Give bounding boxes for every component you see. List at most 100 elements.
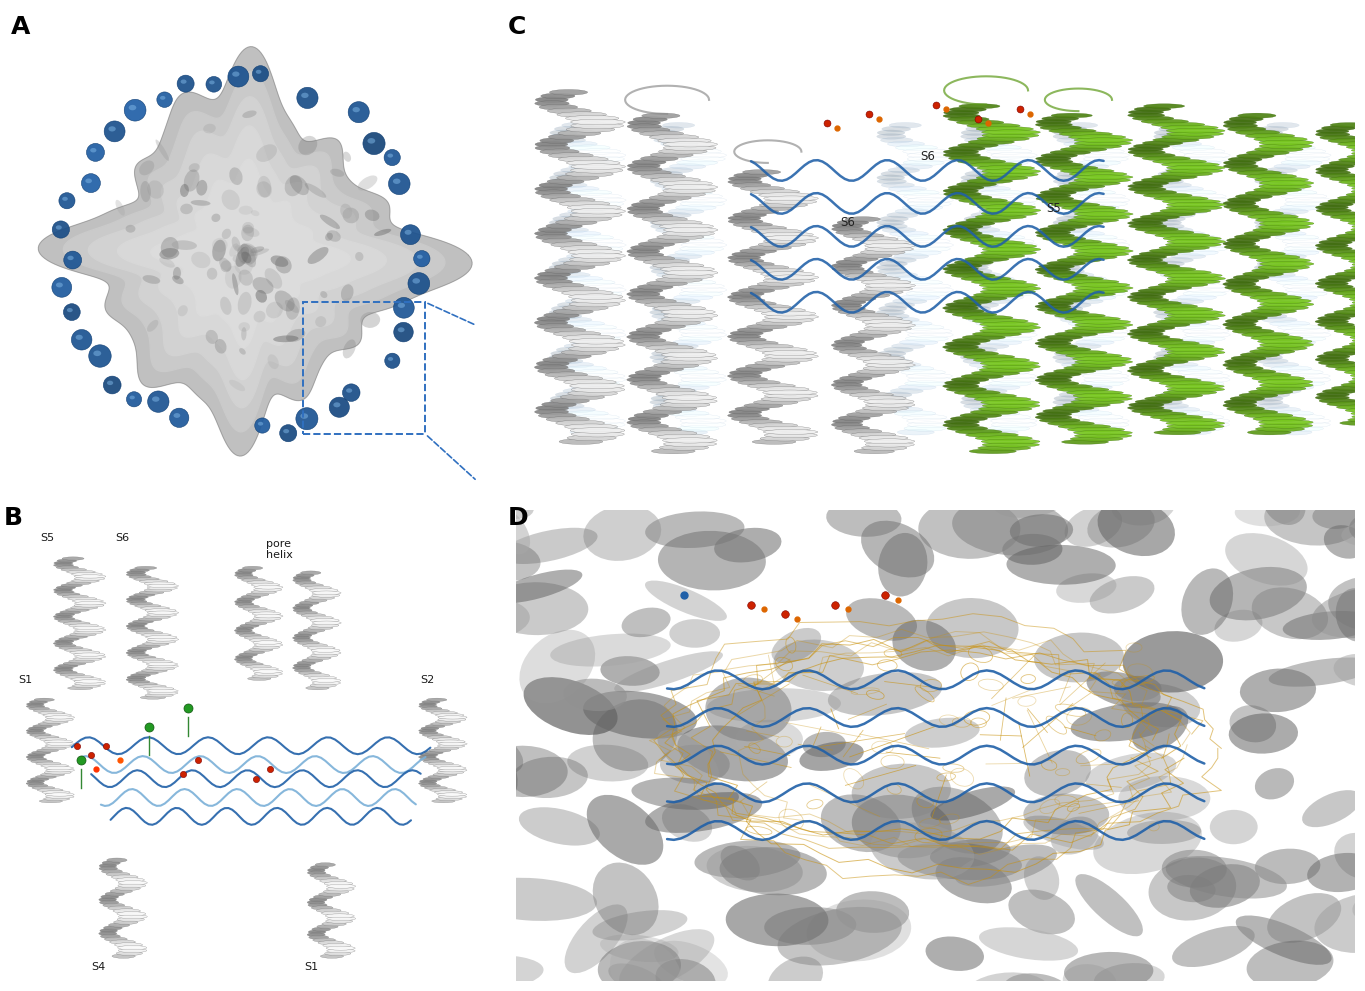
Ellipse shape [592,910,688,940]
Ellipse shape [1185,422,1230,427]
Ellipse shape [400,225,420,245]
Ellipse shape [949,156,991,161]
Ellipse shape [71,678,101,681]
Ellipse shape [296,611,318,614]
Ellipse shape [1164,167,1197,173]
Ellipse shape [1256,351,1283,357]
Ellipse shape [1054,130,1081,136]
Ellipse shape [545,268,580,274]
Ellipse shape [1127,184,1163,188]
Ellipse shape [1245,190,1287,195]
Ellipse shape [1138,338,1183,343]
Ellipse shape [965,182,998,188]
Ellipse shape [1179,149,1224,155]
Ellipse shape [136,644,160,648]
Ellipse shape [324,943,351,947]
Ellipse shape [575,205,616,210]
Ellipse shape [650,153,693,158]
Ellipse shape [943,153,980,158]
Ellipse shape [1350,335,1365,340]
Ellipse shape [55,644,76,647]
Ellipse shape [1153,196,1208,201]
Ellipse shape [104,121,126,142]
Ellipse shape [658,138,711,144]
Ellipse shape [839,376,872,381]
Ellipse shape [1132,218,1167,222]
Ellipse shape [1256,224,1284,229]
Ellipse shape [1144,104,1185,108]
Ellipse shape [946,264,981,269]
Ellipse shape [524,677,617,735]
Ellipse shape [658,302,688,308]
Ellipse shape [1185,332,1230,338]
Ellipse shape [102,861,120,865]
Ellipse shape [842,429,882,434]
Ellipse shape [419,731,438,734]
Ellipse shape [983,247,1041,252]
Ellipse shape [1314,358,1349,362]
Ellipse shape [966,392,996,397]
Ellipse shape [1054,174,1081,180]
Ellipse shape [1163,199,1220,204]
Ellipse shape [101,895,119,899]
Ellipse shape [1330,123,1365,127]
Ellipse shape [960,413,1002,418]
Ellipse shape [991,287,1037,292]
Ellipse shape [1345,370,1365,375]
Ellipse shape [104,377,121,393]
Ellipse shape [45,744,72,747]
Ellipse shape [955,221,995,226]
Ellipse shape [1320,164,1354,168]
Ellipse shape [730,337,766,342]
Ellipse shape [433,764,461,767]
Ellipse shape [1265,167,1297,173]
Text: S1: S1 [19,675,33,685]
Ellipse shape [1073,252,1129,257]
Ellipse shape [900,279,942,285]
Ellipse shape [1155,224,1185,229]
Ellipse shape [553,138,586,143]
Ellipse shape [1263,302,1293,308]
Ellipse shape [1278,340,1316,345]
Ellipse shape [880,171,909,176]
Ellipse shape [1130,297,1168,302]
Ellipse shape [885,317,919,323]
Ellipse shape [250,619,274,622]
Ellipse shape [1054,276,1103,281]
Ellipse shape [72,657,102,661]
Ellipse shape [654,363,699,369]
Ellipse shape [172,241,197,250]
Ellipse shape [1342,294,1365,298]
Ellipse shape [569,164,605,169]
Ellipse shape [647,387,695,393]
Ellipse shape [1054,351,1082,357]
Ellipse shape [1254,768,1294,800]
Ellipse shape [577,283,624,289]
Ellipse shape [646,792,762,832]
Ellipse shape [1076,325,1121,330]
Ellipse shape [880,216,908,222]
Ellipse shape [126,624,145,627]
Ellipse shape [566,410,609,416]
Ellipse shape [863,319,912,324]
Ellipse shape [1328,199,1365,203]
Ellipse shape [983,279,1026,285]
Ellipse shape [659,445,708,450]
Ellipse shape [75,682,105,686]
Ellipse shape [1235,130,1279,135]
Ellipse shape [1055,359,1087,364]
Ellipse shape [1237,170,1282,175]
Ellipse shape [1242,272,1283,276]
Ellipse shape [556,392,584,397]
Ellipse shape [1245,134,1295,139]
Ellipse shape [968,140,1014,145]
Ellipse shape [571,208,625,214]
Ellipse shape [860,250,905,255]
Ellipse shape [571,431,624,437]
Ellipse shape [1058,182,1091,188]
Ellipse shape [1156,359,1188,364]
Ellipse shape [876,399,905,405]
Ellipse shape [326,946,355,950]
Ellipse shape [736,367,771,372]
Ellipse shape [310,589,339,593]
